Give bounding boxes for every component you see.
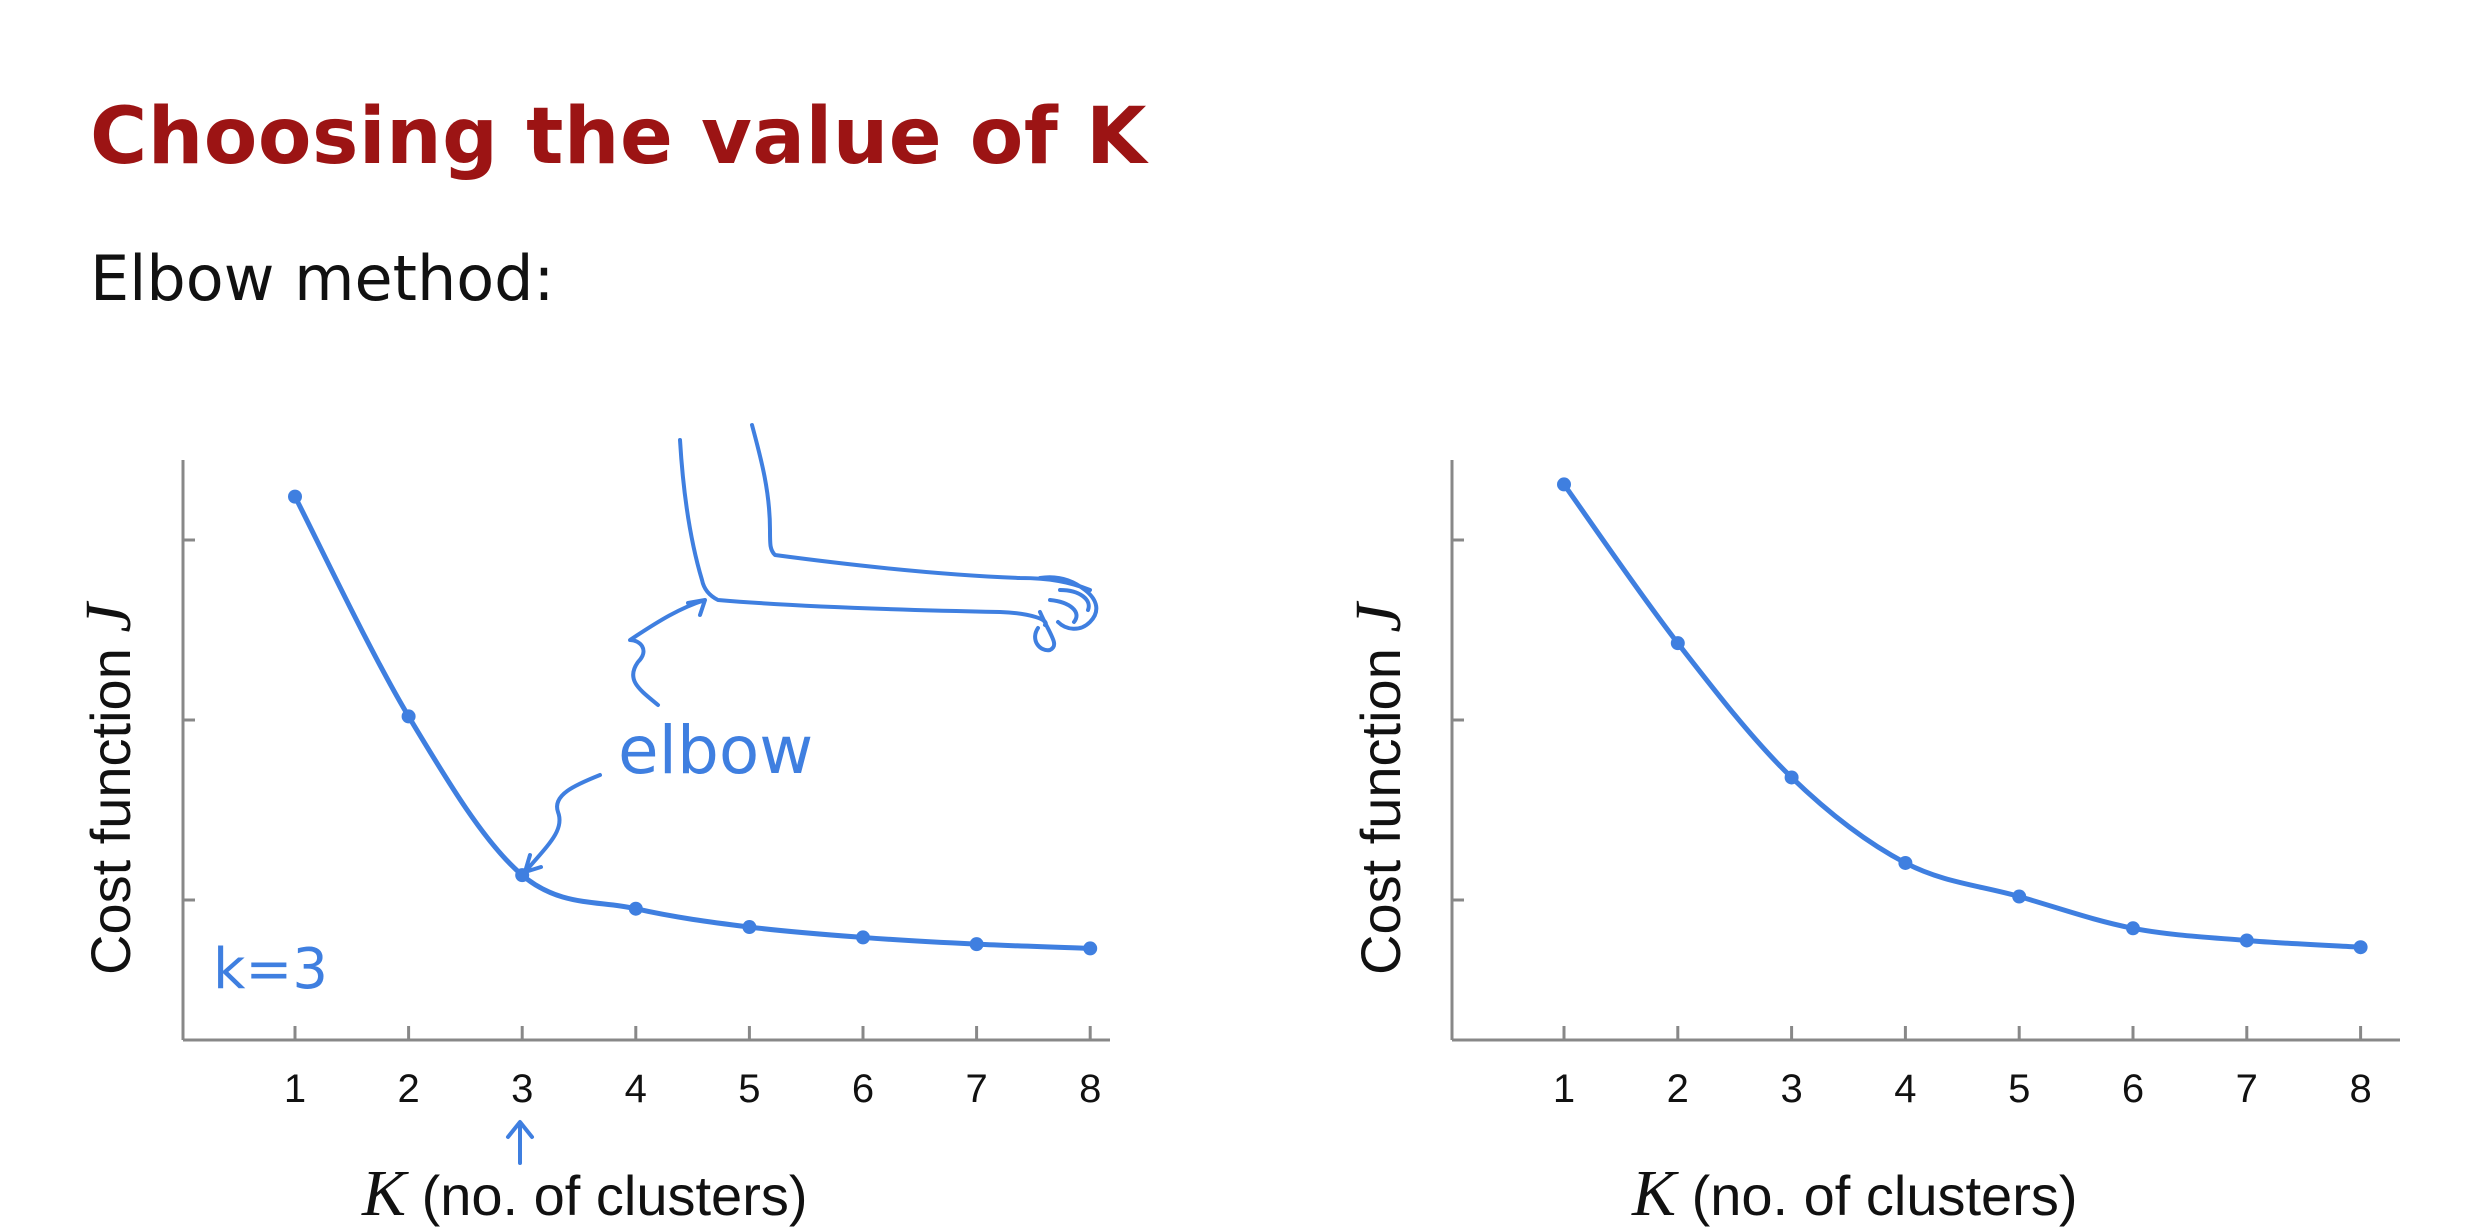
x-tick-label: 7 <box>965 1067 987 1111</box>
slide-title: Choosing the value of K <box>90 92 1147 182</box>
data-point <box>1557 477 1571 492</box>
x-tick-label: 7 <box>2236 1067 2258 1111</box>
x-tick-label: 5 <box>2008 1067 2030 1111</box>
x-tick-group <box>1562 1026 2363 1040</box>
x-tick-label: 3 <box>1780 1067 1802 1111</box>
data-point <box>1083 941 1098 956</box>
data-point <box>1670 636 1685 651</box>
data-point <box>1784 770 1799 785</box>
data-point <box>2353 940 2368 955</box>
x-tick-label: 8 <box>2349 1067 2371 1111</box>
data-point <box>401 709 416 724</box>
point-group <box>288 489 1098 956</box>
x-tick-label: 3 <box>511 1067 533 1111</box>
y-axis-label: Cost function J <box>1342 601 1415 975</box>
arm-drawing <box>678 423 1099 653</box>
data-point <box>1898 855 1913 870</box>
arm-inner-contour <box>750 423 1092 592</box>
x-axis-label: K (no. of clusters) <box>1631 1157 2078 1230</box>
x-tick-label: 5 <box>738 1067 760 1111</box>
x-tick-group <box>293 1026 1092 1040</box>
data-point <box>2126 921 2140 936</box>
x-tick-label: 2 <box>1667 1067 1689 1111</box>
y-axis-label: Cost function J <box>72 601 145 975</box>
x-tick-label: 2 <box>397 1067 419 1111</box>
x-tick-label: 1 <box>284 1067 306 1111</box>
data-point <box>288 489 302 504</box>
arrow-to-arm-elbow <box>628 598 707 707</box>
chart-right: 1 2 3 4 5 6 7 8 Cost function J K (no. of clust… <box>1342 460 2400 1230</box>
arrow-to-curve-elbow <box>523 773 602 874</box>
data-point <box>742 920 757 935</box>
hand-drawing <box>1033 575 1099 653</box>
k-equals-3-annotation: k=3 <box>213 937 328 1002</box>
series-line <box>1561 481 2364 950</box>
x-tick-label: 6 <box>852 1067 874 1111</box>
data-point <box>969 937 984 952</box>
elbow-arrows <box>506 598 707 1165</box>
data-point <box>2012 889 2027 904</box>
x-axis-label: K (no. of clusters) <box>361 1157 808 1230</box>
x-tick-label: 8 <box>1079 1067 1101 1111</box>
arm-outer-contour <box>678 438 1048 627</box>
k3-up-arrow <box>506 1120 534 1165</box>
x-tick-label: 4 <box>1894 1067 1916 1111</box>
data-point <box>628 901 643 916</box>
x-tick-label-group: 1 2 3 4 5 6 7 8 <box>1553 1067 2372 1111</box>
x-tick-label: 4 <box>625 1067 647 1111</box>
x-tick-label: 6 <box>2122 1067 2144 1111</box>
data-point <box>2239 933 2254 948</box>
slide-subtitle: Elbow method: <box>90 242 555 315</box>
point-group <box>1557 477 2368 955</box>
x-tick-label-group: 1 2 3 4 5 6 7 8 <box>284 1067 1101 1111</box>
chart-left: 1 2 3 4 5 6 7 8 Cost function J K (no. of clust… <box>72 423 1110 1230</box>
elbow-annotation: elbow <box>618 712 813 789</box>
x-tick-label: 1 <box>1553 1067 1575 1111</box>
data-point <box>856 930 870 945</box>
